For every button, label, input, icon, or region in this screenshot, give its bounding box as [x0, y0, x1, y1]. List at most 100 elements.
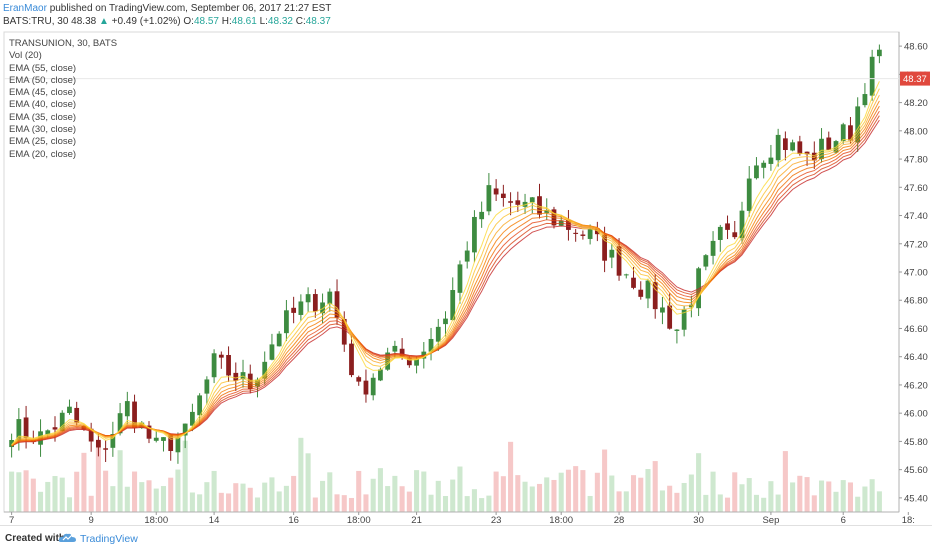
volume-bar: [254, 497, 261, 512]
last-price-label: 48.37: [903, 74, 927, 85]
candle-body: [197, 395, 203, 416]
volume-bar: [117, 450, 123, 512]
volume-bar: [450, 479, 456, 512]
volume-bar: [262, 482, 268, 512]
candle-body: [276, 333, 282, 347]
candle-body: [16, 419, 22, 441]
volume-bar: [645, 469, 651, 512]
y-tick-label: 47.20: [904, 239, 928, 250]
candle-body: [602, 234, 607, 261]
candle-body: [739, 210, 745, 239]
x-tick-label: 23: [491, 515, 502, 525]
candle-body: [153, 437, 159, 441]
price-chart[interactable]: 45.40 45.60 45.80 46.00 46.20 46.40 46.60 46.80…: [0, 30, 932, 525]
candle-body: [428, 338, 434, 352]
candle-body: [652, 281, 658, 310]
low-label: L:: [259, 16, 268, 27]
candle-body: [623, 274, 629, 276]
volume-bar: [710, 471, 716, 512]
volume-bar: [283, 485, 289, 512]
candle-body: [356, 377, 362, 382]
open-label: O:: [183, 16, 194, 27]
volume-bar: [565, 469, 571, 512]
volume-bar: [233, 483, 239, 512]
candle-body: [537, 196, 542, 215]
y-tick-label: 47.60: [904, 183, 928, 194]
candle-body: [88, 428, 94, 442]
volume-bar: [442, 495, 449, 512]
volume-bar: [594, 472, 600, 512]
volume-bar: [580, 470, 586, 512]
candle-body: [840, 124, 846, 141]
high-label: H:: [221, 16, 232, 27]
candle-body: [124, 401, 130, 417]
candle-body: [67, 406, 72, 413]
candle-body: [284, 310, 289, 334]
candle-body: [45, 430, 51, 435]
candle-body: [435, 326, 441, 342]
author-link[interactable]: EranMaor: [3, 3, 47, 14]
candle-body: [132, 401, 137, 429]
x-tick-label: 18:: [902, 515, 915, 525]
close-value: 48.37: [305, 16, 331, 27]
candle-body: [869, 56, 875, 96]
candle-body: [269, 344, 275, 360]
candle-body: [876, 49, 882, 57]
ohlc-line: BATS:TRU, 30 48.38 ▲ +0.49 (+1.02%) O:48…: [3, 15, 331, 28]
candle-body: [631, 277, 636, 288]
tradingview-brand[interactable]: TradingView: [80, 533, 138, 545]
candle-body: [392, 345, 398, 352]
y-tick-label: 45.40: [904, 493, 928, 504]
volume-bar: [500, 476, 506, 512]
candle-body: [761, 162, 767, 168]
open-value: 48.57: [193, 16, 219, 27]
volume-bar: [652, 461, 658, 512]
candle-body: [23, 417, 29, 438]
candle-body: [327, 291, 333, 304]
volume-bar: [291, 475, 297, 512]
volume-bar: [782, 451, 788, 512]
y-tick-label: 46.40: [904, 352, 928, 363]
volume-bar: [688, 474, 694, 512]
candle-body: [117, 413, 123, 434]
volume-bar: [696, 453, 702, 512]
candle-body: [96, 439, 101, 448]
volume-bar: [826, 481, 832, 512]
volume-bar: [479, 498, 485, 512]
candle-body: [406, 357, 412, 366]
volume-bar: [529, 486, 535, 512]
volume-bar: [45, 481, 51, 512]
price-change: +0.49 (+1.02%): [111, 16, 181, 27]
volume-bar: [457, 466, 463, 512]
y-tick-label: 48.60: [904, 42, 928, 53]
candle-body: [320, 302, 325, 314]
candle-body: [464, 250, 470, 262]
candle-body: [573, 232, 579, 234]
volume-bar: [197, 494, 203, 512]
volume-bar: [103, 470, 109, 512]
candle-body: [566, 219, 571, 230]
candle-body: [508, 201, 513, 203]
candle-body: [717, 226, 723, 240]
x-tick-label: 18:00: [144, 515, 168, 525]
volume-bar: [247, 487, 253, 512]
candle-body: [110, 434, 116, 448]
last-price: 48.38: [71, 16, 97, 27]
volume-bar: [414, 470, 420, 512]
y-tick-label: 47.40: [904, 211, 928, 222]
candle-body: [233, 372, 239, 381]
candle-body: [768, 157, 774, 164]
candle-body: [710, 240, 716, 256]
candle-body: [298, 301, 304, 315]
volume-bar: [139, 482, 145, 512]
volume-bar: [862, 486, 868, 512]
legend-ema-20: EMA (20, close): [9, 148, 77, 160]
ema-line: [11, 88, 880, 446]
candle-body: [305, 294, 311, 303]
y-tick-label: 45.80: [904, 437, 928, 448]
high-value: 48.61: [231, 16, 257, 27]
candle-body: [486, 185, 492, 212]
y-tick-label: 48.20: [904, 98, 928, 109]
x-tick-label: 30: [693, 515, 704, 525]
volume-bar: [334, 494, 340, 512]
